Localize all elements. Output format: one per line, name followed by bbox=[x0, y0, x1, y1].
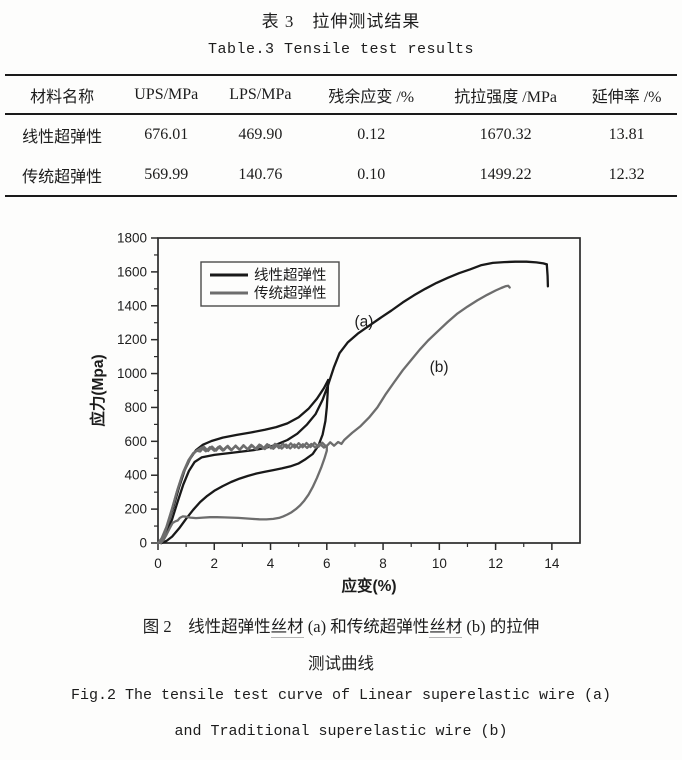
y-tick-label: 1200 bbox=[117, 332, 147, 347]
x-tick-label: 14 bbox=[544, 556, 560, 571]
series-line-linear-superelastic bbox=[545, 263, 550, 288]
figure-caption-zh-line1: 图 2 线性超弹性丝材 (a) 和传统超弹性丝材 (b) 的拉伸 bbox=[0, 613, 682, 638]
column-header: UPS/MPa bbox=[119, 75, 214, 115]
legend-label: 传统超弹性 bbox=[254, 285, 327, 302]
caption-underlined-text: 丝材 bbox=[270, 617, 304, 638]
figure-caption-en-line1: Fig.2 The tensile test curve of Linear s… bbox=[70, 687, 612, 704]
y-tick-label: 1000 bbox=[117, 366, 147, 381]
table-cell: 1670.32 bbox=[479, 126, 532, 143]
caption-text: (a) 和传统超弹性 bbox=[303, 617, 430, 636]
series-line-linear-superelastic bbox=[160, 378, 330, 545]
tensile-chart-svg: 0 2 4 6 8 10 12 14 0 200 400 600 800 1000 1200 1400 1600… bbox=[88, 231, 581, 595]
x-tick-label: 4 bbox=[267, 556, 275, 571]
x-tick-label: 12 bbox=[488, 556, 503, 571]
legend-label: 线性超弹性 bbox=[254, 267, 327, 284]
table-cell: 线性超弹性 bbox=[22, 129, 103, 146]
series-line-linear-superelastic bbox=[160, 260, 548, 545]
x-axis-title: 应变(%) bbox=[341, 576, 396, 595]
column-header: LPS/MPa bbox=[213, 75, 308, 115]
table-cell: 传统超弹性 bbox=[22, 169, 103, 186]
x-tick-label: 8 bbox=[379, 556, 387, 571]
tensile-results-table: 材料名称 UPS/MPa LPS/MPa 残余应变 /% 抗拉强度 /MPa 延伸率 /%… bbox=[5, 74, 677, 197]
caption-text: 图 2 线性超弹性 bbox=[142, 617, 271, 636]
table-cell: 0.10 bbox=[357, 166, 386, 183]
annotation-b: (b) bbox=[430, 359, 449, 376]
x-tick-label: 6 bbox=[323, 556, 331, 571]
y-tick-label: 200 bbox=[124, 502, 147, 517]
column-header: 抗拉强度 /MPa bbox=[435, 75, 577, 115]
y-tick-label: 1400 bbox=[117, 298, 147, 313]
y-tick-label: 1800 bbox=[117, 231, 147, 246]
table-header: 材料名称 UPS/MPa LPS/MPa 残余应变 /% 抗拉强度 /MPa 延伸率 /% bbox=[5, 75, 677, 115]
y-tick-label: 0 bbox=[139, 536, 147, 551]
figure-caption-zh-line2: 测试曲线 bbox=[308, 654, 374, 673]
column-header: 材料名称 bbox=[5, 75, 120, 115]
x-tick-label: 0 bbox=[154, 556, 162, 571]
table-title-zh: 表 3 拉伸测试结果 bbox=[261, 12, 421, 31]
y-tick-label: 600 bbox=[124, 434, 147, 449]
y-axis-title: 应力(Mpa) bbox=[88, 354, 107, 426]
y-tick-label: 1600 bbox=[117, 264, 147, 279]
table-cell: 12.32 bbox=[608, 166, 645, 183]
figure-caption-en-line2: and Traditional superelastic wire (b) bbox=[174, 723, 508, 740]
table-row: 传统超弹性 569.99 140.76 0.10 1499.22 12.32 bbox=[5, 155, 677, 196]
table-cell: 1499.22 bbox=[479, 166, 532, 183]
tensile-chart: 0 2 4 6 8 10 12 14 0 200 400 600 800 1000 1200 1400 1600… bbox=[0, 226, 682, 598]
table-body: 线性超弹性 676.01 469.90 0.12 1670.32 13.81 传统超弹性 56… bbox=[5, 114, 677, 196]
table-cell: 140.76 bbox=[238, 166, 283, 183]
series-line-traditional-superelastic bbox=[156, 442, 328, 545]
table-cell: 0.12 bbox=[357, 126, 386, 143]
y-tick-label: 800 bbox=[124, 400, 147, 415]
annotation-a: (a) bbox=[354, 314, 373, 331]
table-cell: 469.90 bbox=[238, 126, 283, 143]
table-cell: 676.01 bbox=[144, 126, 189, 143]
column-header: 延伸率 /% bbox=[576, 75, 677, 115]
column-header: 残余应变 /% bbox=[307, 75, 436, 115]
table-row: 线性超弹性 676.01 469.90 0.12 1670.32 13.81 bbox=[5, 114, 677, 155]
caption-text: (b) 的拉伸 bbox=[462, 617, 540, 636]
x-tick-label: 2 bbox=[211, 556, 219, 571]
series-line-traditional-superelastic bbox=[159, 284, 511, 545]
x-tick-label: 10 bbox=[432, 556, 447, 571]
table-cell: 13.81 bbox=[608, 126, 645, 143]
table-title-en: Table.3 Tensile test results bbox=[207, 41, 475, 58]
legend-box bbox=[200, 261, 340, 307]
table-cell: 569.99 bbox=[144, 166, 189, 183]
caption-underlined-text: 丝材 bbox=[429, 617, 463, 638]
table-header-row: 材料名称 UPS/MPa LPS/MPa 残余应变 /% 抗拉强度 /MPa 延伸率 /% bbox=[5, 75, 677, 115]
y-tick-label: 400 bbox=[124, 468, 147, 483]
